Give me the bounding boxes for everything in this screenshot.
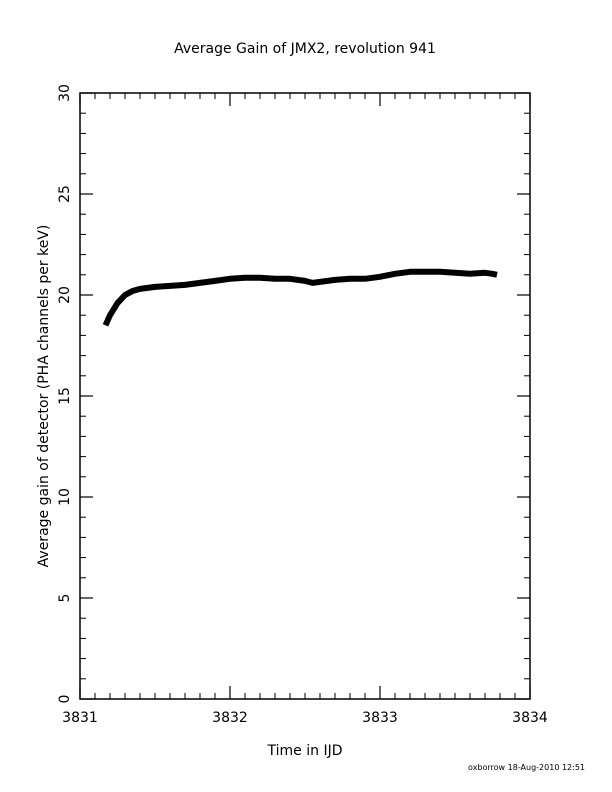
y-tick-label: 5: [57, 594, 73, 603]
plot-frame: [79, 92, 531, 700]
y-tick-label: 0: [57, 695, 73, 704]
minor-ticks: [80, 93, 530, 699]
y-axis-label: Average gain of detector (PHA channels p…: [36, 225, 52, 568]
chart-title: Average Gain of JMX2, revolution 941: [174, 41, 436, 57]
footer-stamp: oxborrow 18-Aug-2010 12:51: [468, 763, 585, 772]
x-tick-label: 3832: [212, 710, 248, 726]
series-layer: [102, 268, 498, 327]
y-tick-label: 25: [57, 185, 73, 203]
x-tick-label: 3831: [62, 710, 98, 726]
x-axis-label: Time in IJD: [267, 743, 343, 759]
x-tick-labels: 3831 3832 3833 3834: [62, 710, 548, 726]
y-tick-label: 15: [57, 387, 73, 405]
x-tick-label: 3834: [512, 710, 548, 726]
major-ticks: [79, 92, 531, 700]
y-tick-labels: 0 5 10 15 20 25 30: [57, 84, 73, 703]
series-line: [102, 268, 498, 327]
x-tick-label: 3833: [362, 710, 398, 726]
y-tick-label: 30: [57, 84, 73, 102]
y-tick-label: 20: [57, 286, 73, 304]
y-tick-label: 10: [57, 488, 73, 506]
